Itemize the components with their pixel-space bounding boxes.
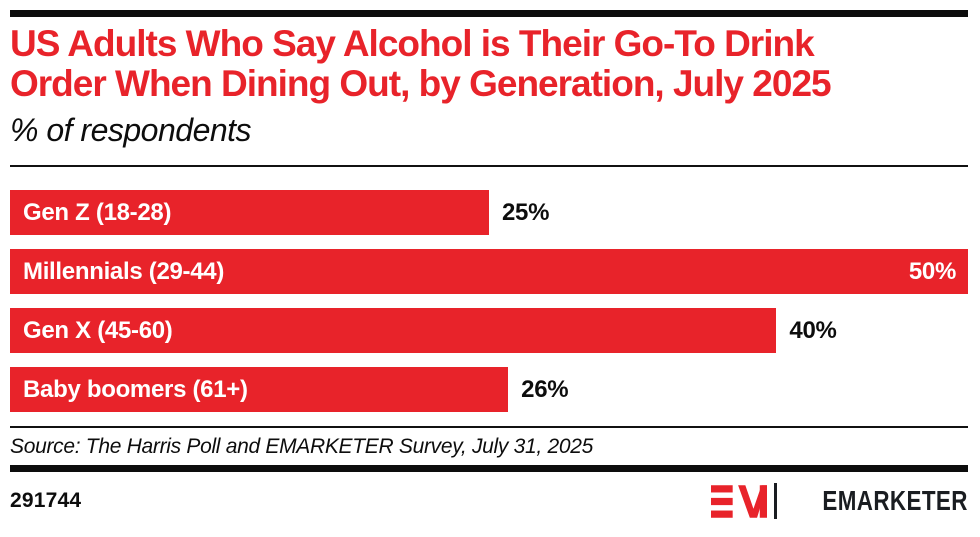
source-note: Source: The Harris Poll and EMARKETER Su…: [10, 435, 593, 458]
chart-title-line-1: US Adults Who Say Alcohol is Their Go-To…: [10, 23, 815, 64]
chart-id: 291744: [10, 489, 82, 512]
source-block: Source: The Harris Poll and EMARKETER Su…: [10, 426, 968, 472]
footer-divider: [10, 465, 968, 472]
bar-row: Gen X (45-60) 40%: [10, 308, 968, 353]
chart-title-line-2: Order When Dining Out, by Generation, Ju…: [10, 63, 832, 104]
bar-category-label: Millennials (29-44): [23, 257, 225, 285]
bar-row: Gen Z (18-28) 25%: [10, 190, 968, 235]
bar-value-label: 40%: [789, 316, 837, 344]
bar-category-label: Baby boomers (61+): [23, 375, 248, 403]
bar-chart: Gen Z (18-28) 25% Millennials (29-44) 50% Ge…: [10, 167, 968, 412]
bar-row: Baby boomers (61+) 26%: [10, 367, 968, 412]
bar-row: Millennials (29-44) 50%: [10, 249, 968, 294]
bar-value-label: 25%: [502, 198, 550, 226]
bar-value-label: 26%: [521, 375, 569, 403]
title-divider: [10, 165, 968, 167]
bar: Gen Z (18-28): [10, 190, 489, 235]
footer: 291744 EMARKETER: [10, 472, 968, 519]
emarketer-wordmark: EMARKETER: [822, 485, 968, 516]
emarketer-logo: EMARKETER: [711, 483, 968, 519]
bar-category-label: Gen X (45-60): [23, 316, 173, 344]
chart-title: US Adults Who Say Alcohol is Their Go-To…: [10, 24, 968, 104]
bar-category-label: Gen Z (18-28): [23, 198, 172, 226]
bar: Baby boomers (61+): [10, 367, 509, 412]
bar-value-label: 50%: [908, 257, 956, 285]
top-divider: [10, 10, 968, 17]
chart-subtitle: % of respondents: [10, 112, 252, 148]
em-monogram-icon: [711, 484, 768, 518]
source-divider: [10, 426, 968, 428]
bar: Millennials (29-44) 50%: [10, 249, 968, 294]
logo-divider: [774, 483, 778, 519]
bar: Gen X (45-60): [10, 308, 777, 353]
